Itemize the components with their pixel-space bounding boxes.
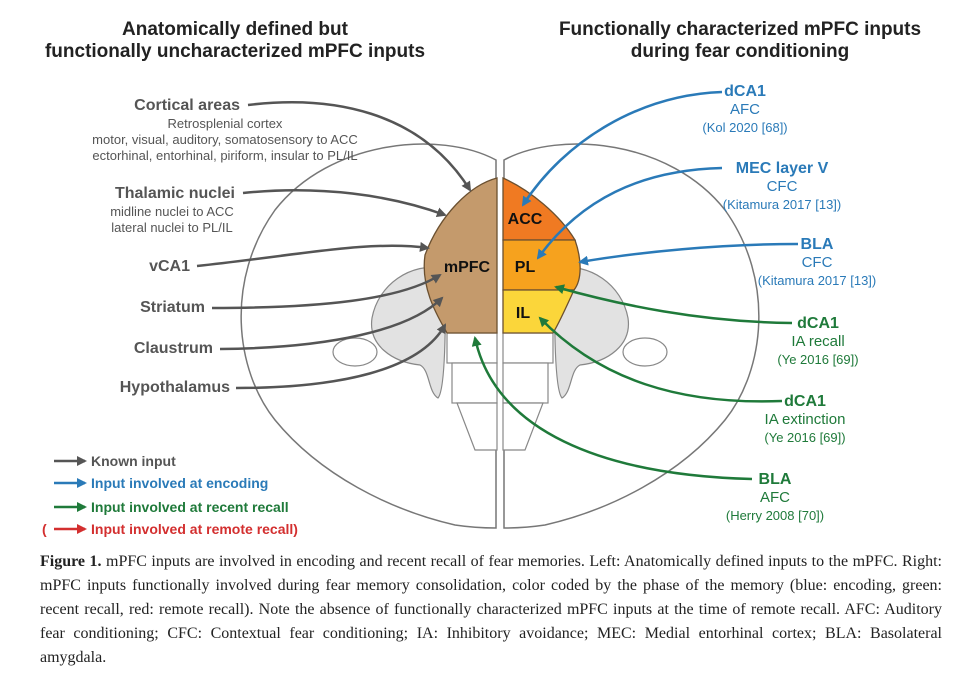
legend-label-known: Known input [91,453,176,469]
legend-label-encoding: Input involved at encoding [91,475,268,491]
left-input-labels: Cortical areas Retrosplenial cortex moto… [92,97,358,396]
lower-block-right-2 [502,362,549,404]
input-label-striatum: Striatum [140,299,205,316]
right-input-labels: dCA1 AFC (Kol 2020 [68]) MEC layer V CFC… [702,83,876,523]
right-input-6-ref: (Herry 2008 [70]) [726,508,824,523]
caption-label: Figure 1. [40,553,102,570]
arrow-claustrum [219,296,444,351]
arrow-bla-afc [471,336,753,481]
recent-recall-arrows [471,284,793,481]
pl-label: PL [515,259,536,276]
il-label: IL [516,305,530,322]
arrow-bla-cfc [578,242,799,266]
acc-label: ACC [508,211,543,228]
right-input-6-label: BLA [759,471,792,488]
header-right-line2: during fear conditioning [631,41,849,62]
input-label-cortical-areas: Cortical areas [134,97,240,114]
cortical-detail-1: Retrosplenial cortex [168,116,283,131]
lower-block-left [446,332,498,364]
right-input-3-ref: (Kitamura 2017 [13]) [758,273,877,288]
mpfc-label: mPFC [444,259,491,276]
arrow-dca1-afc [521,90,723,207]
legend-label-recent-recall: Input involved at recent recall [91,499,289,515]
arrow-thalamic [242,189,447,217]
right-input-4-ref: (Ye 2016 [69]) [777,352,858,367]
right-input-5-ref: (Ye 2016 [69]) [764,430,845,445]
header-left-line1: Anatomically defined but [122,19,349,40]
input-label-vca1: vCA1 [149,258,190,275]
input-label-thalamic-nuclei: Thalamic nuclei [115,185,235,202]
right-input-1-ref: (Kol 2020 [68]) [702,120,787,135]
legend-label-remote-recall: Input involved at remote recall) [91,521,298,537]
thalamic-detail-2: lateral nuclei to PL/IL [111,220,232,235]
arrow-vca1 [196,241,430,268]
caption-text: mPFC inputs are involved in encoding and… [40,553,943,666]
arrow-dca1-ia-recall [554,284,793,325]
cortical-detail-2: motor, visual, auditory, somatosensory t… [92,132,358,147]
right-input-3-label: BLA [801,236,834,253]
cortical-detail-3: ectorhinal, entorhinal, piriform, insula… [92,148,357,163]
lower-block-left-2 [451,362,498,404]
header-left-line2: functionally uncharacterized mPFC inputs [45,41,425,62]
right-input-5-label: dCA1 [784,393,826,410]
lower-block-right [502,332,554,364]
right-ventricle [622,337,668,367]
known-input-arrows [196,101,472,390]
arrow-striatum [211,273,442,310]
right-input-1-paradigm: AFC [730,101,760,118]
encoding-arrows [521,90,799,266]
right-input-2-paradigm: CFC [767,178,798,195]
right-input-6-paradigm: AFC [760,489,790,506]
thalamic-detail-1: midline nuclei to ACC [110,204,234,219]
legend-paren-open: ( [42,521,47,537]
right-input-3-paradigm: CFC [802,254,833,271]
arrow-mec-cfc [536,166,723,260]
arrow-dca1-ia-extinction [538,316,783,403]
header-right-line1: Functionally characterized mPFC inputs [559,19,921,40]
input-label-hypothalamus: Hypothalamus [120,379,230,396]
figure-caption: Figure 1. mPFC inputs are involved in en… [40,550,942,670]
right-input-2-label: MEC layer V [736,160,829,177]
right-input-2-ref: (Kitamura 2017 [13]) [723,197,842,212]
right-input-4-paradigm: IA recall [791,333,844,350]
right-input-1-label: dCA1 [724,83,766,100]
lower-block-right-3 [502,402,544,451]
lower-block-left-3 [456,402,498,451]
brain-section: mPFC ACC PL IL [240,143,760,529]
legend-item-encoding: Input involved at encoding [54,475,268,491]
arrow-cortical [247,101,472,192]
left-ventricle [332,337,378,367]
left-striatum-shape [371,266,446,399]
legend-item-recent-recall: Input involved at recent recall [54,499,289,515]
right-input-4-label: dCA1 [797,315,839,332]
input-label-claustrum: Claustrum [134,340,213,357]
legend: Known input Input involved at encoding I… [42,453,298,537]
legend-item-known: Known input [54,453,176,469]
right-input-5-paradigm: IA extinction [765,411,846,428]
arrow-hypothalamus [235,323,447,390]
figure-diagram: Anatomically defined but functionally un… [42,19,921,537]
legend-item-remote-recall: ( Input involved at remote recall) [42,521,298,537]
